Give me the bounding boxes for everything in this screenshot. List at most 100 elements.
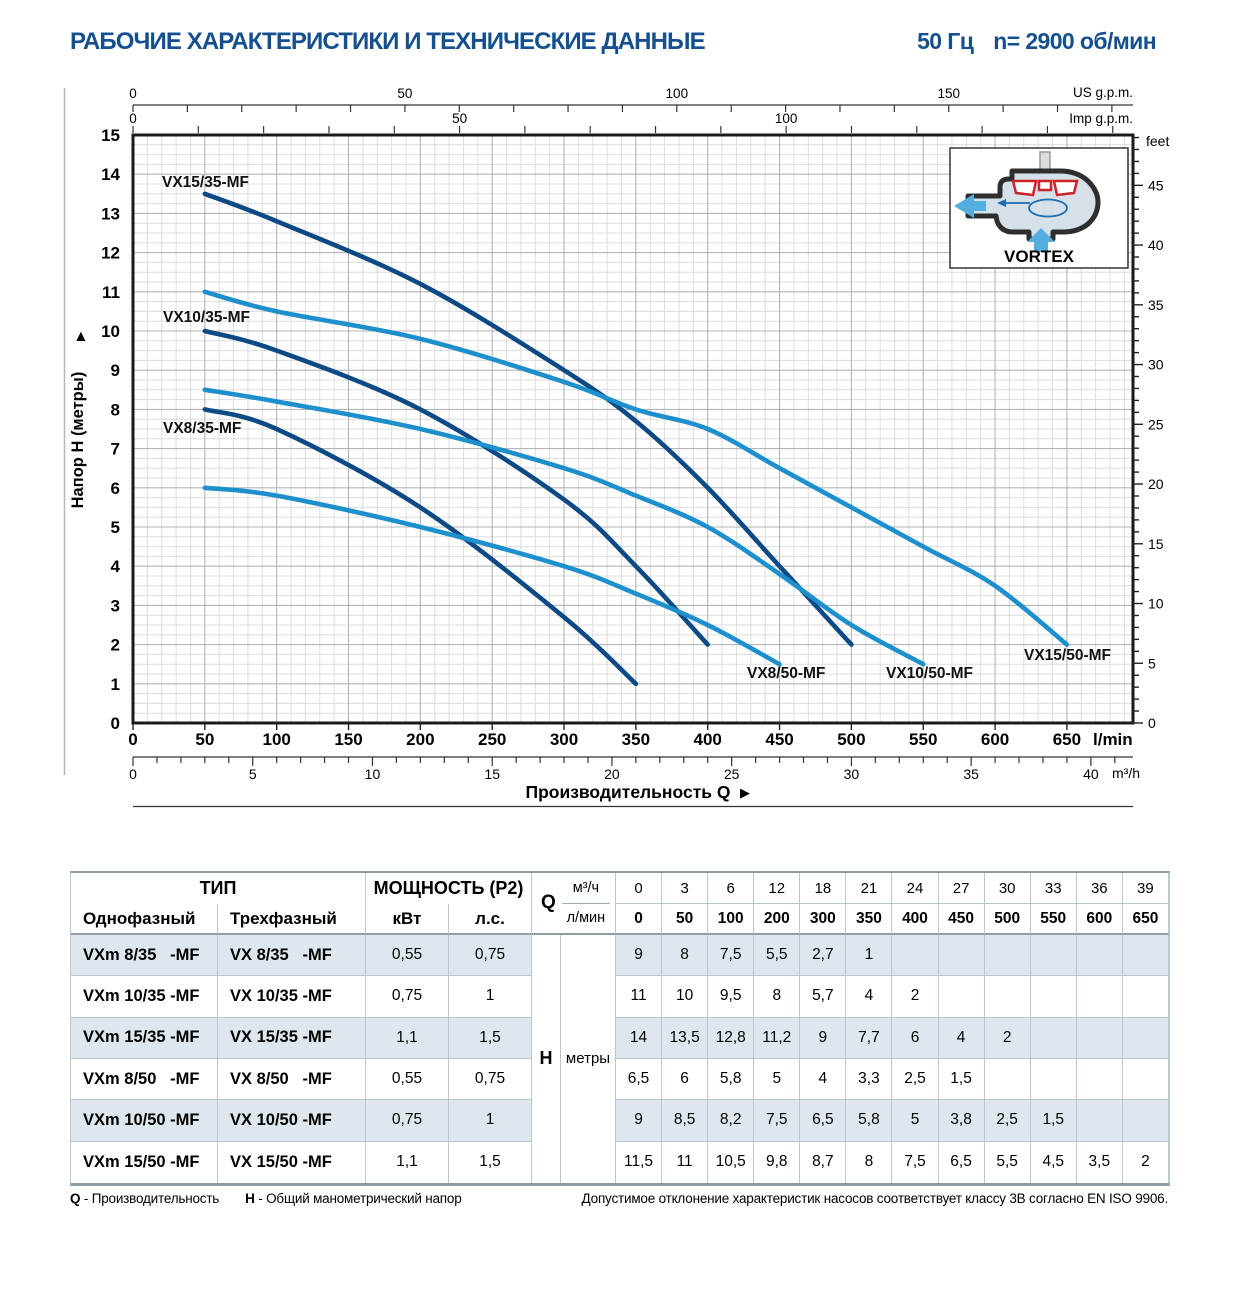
head-value: 10 — [662, 976, 709, 1018]
type-single-phase: VXm 10/50 -MF — [71, 1100, 218, 1142]
axis-tick-label: 50 — [195, 730, 214, 749]
power-kw-value: 0,55 — [366, 935, 449, 977]
axis-tick-label: 15 — [101, 126, 120, 145]
head-value: 5,5 — [754, 935, 801, 977]
head-value: 2,5 — [984, 1100, 1031, 1142]
pump-curve-VX10/35-MF — [202, 328, 711, 647]
axis-tick-label: 400 — [694, 730, 722, 749]
head-value: 4,5 — [1031, 1141, 1077, 1183]
axis-tick-label: 0 — [111, 714, 120, 733]
axis-tick-label: 150 — [937, 86, 960, 101]
type-three-phase: VX 8/50 -MF — [218, 1058, 366, 1101]
page-header: РАБОЧИЕ ХАРАКТЕРИСТИКИ И ТЕХНИЧЕСКИЕ ДАН… — [70, 28, 1157, 56]
head-value: 5,7 — [800, 976, 847, 1018]
col-header-type: ТИП — [71, 873, 366, 904]
h-unit-cell: метры — [561, 935, 616, 1183]
q-lmin-value: 0 — [616, 904, 663, 935]
lmin-axis-label: l/min — [1093, 730, 1133, 749]
power-kw-value: 1,1 — [366, 1141, 449, 1183]
head-value — [984, 935, 1031, 977]
head-value: 3,3 — [846, 1058, 893, 1101]
head-value — [1030, 935, 1077, 977]
head-value: 1 — [846, 935, 893, 977]
type-single-phase: VXm 8/50 -MF — [71, 1058, 218, 1101]
axis-tick-label: 15 — [484, 766, 500, 782]
axis-tick-label: 2 — [111, 636, 120, 655]
head-value — [1030, 1058, 1077, 1101]
head-value: 5 — [892, 1100, 939, 1142]
impeller-blade-right — [1052, 179, 1079, 197]
head-value: 12,8 — [708, 1017, 755, 1059]
head-value — [1122, 976, 1169, 1018]
type-three-phase: VX 8/35 -MF — [218, 935, 366, 977]
axis-tick-label: 0 — [128, 730, 137, 749]
axis-tick-label: 0 — [1148, 715, 1156, 731]
head-value: 8 — [754, 976, 801, 1018]
head-value: 4 — [938, 1017, 985, 1059]
type-single-phase: VXm 10/35 -MF — [71, 976, 218, 1018]
header-specs: 50 Гц n= 2900 об/мин — [917, 28, 1156, 55]
q-m3h-value: 0 — [616, 873, 663, 904]
curve-labels: VX15/35-MF VX10/35-MF VX8/35-MF VX15/50-MF V… — [162, 174, 1111, 682]
legend-definitions: Q - Производительность H - Общий манометр… — [70, 1191, 488, 1206]
y-axis-caption: Напор H (метры) — [69, 372, 87, 509]
head-value: 5,5 — [985, 1141, 1031, 1183]
axis-tick-label: 250 — [478, 730, 506, 749]
vortex-label: VORTEX — [1004, 247, 1075, 266]
type-single-phase: VXm 8/35 -MF — [71, 935, 218, 977]
axis-tick-label: 30 — [844, 766, 860, 782]
axis-tick-label: 35 — [963, 766, 979, 782]
head-value: 5,8 — [846, 1100, 893, 1142]
axis-tick-label: 500 — [837, 730, 865, 749]
curve-label: VX8/50-MF — [747, 665, 825, 682]
axis-tick-label: 150 — [334, 730, 362, 749]
q-lmin-value: 350 — [846, 904, 893, 935]
q-lmin-value: 450 — [938, 904, 985, 935]
pump-curve-VX10/50-MF — [202, 387, 926, 667]
type-single-phase: VXm 15/50 -MF — [71, 1141, 218, 1183]
head-value — [1030, 976, 1077, 1018]
head-value: 6,5 — [800, 1100, 847, 1142]
head-value: 3,5 — [1077, 1141, 1123, 1183]
axis-tick-label: 50 — [452, 111, 467, 126]
head-value — [1122, 935, 1169, 977]
power-hp-value: 1,5 — [449, 1017, 532, 1059]
axis-tick-label: 13 — [101, 204, 120, 223]
frequency-value: 50 Гц — [917, 28, 974, 54]
h-symbol-cell: H — [532, 935, 561, 1183]
head-value: 5 — [754, 1058, 801, 1101]
type-three-phase: VX 10/50 -MF — [218, 1100, 366, 1142]
head-value: 11,5 — [616, 1141, 663, 1183]
q-m3h-value: 6 — [708, 873, 755, 904]
head-value: 7,5 — [892, 1141, 939, 1183]
q-m3h-value: 12 — [754, 873, 801, 904]
chart-grid — [133, 135, 1133, 723]
head-value — [938, 935, 985, 977]
head-value: 8,5 — [662, 1100, 709, 1142]
head-value — [984, 1058, 1031, 1101]
axis-tick-label: 200 — [406, 730, 434, 749]
q-lmin-value: 500 — [984, 904, 1031, 935]
head-value — [1122, 1100, 1169, 1142]
pump-curve-VX8/35-MF — [202, 407, 639, 687]
impeller-blade-left — [1011, 179, 1038, 197]
head-value — [1122, 1017, 1169, 1059]
axis-tick-label: 1 — [111, 675, 120, 694]
q-lmin-value: 50 — [662, 904, 709, 935]
head-value: 11 — [662, 1141, 709, 1183]
q-m3h-value: 18 — [800, 873, 847, 904]
head-value: 9 — [616, 935, 663, 977]
head-value: 11 — [616, 976, 663, 1018]
axis-tick-label: 40 — [1148, 237, 1164, 253]
head-value — [1076, 1017, 1123, 1059]
q-symbol: Q — [541, 892, 556, 913]
curve-label: VX8/35-MF — [163, 420, 241, 437]
axis-tick-label: 100 — [262, 730, 290, 749]
flow-arrowhead — [997, 199, 1006, 207]
head-value: 6,5 — [939, 1141, 985, 1183]
q-m3h-value: 24 — [892, 873, 939, 904]
power-kw-value: 1,1 — [366, 1017, 449, 1059]
q-m3h-value: 27 — [938, 873, 985, 904]
